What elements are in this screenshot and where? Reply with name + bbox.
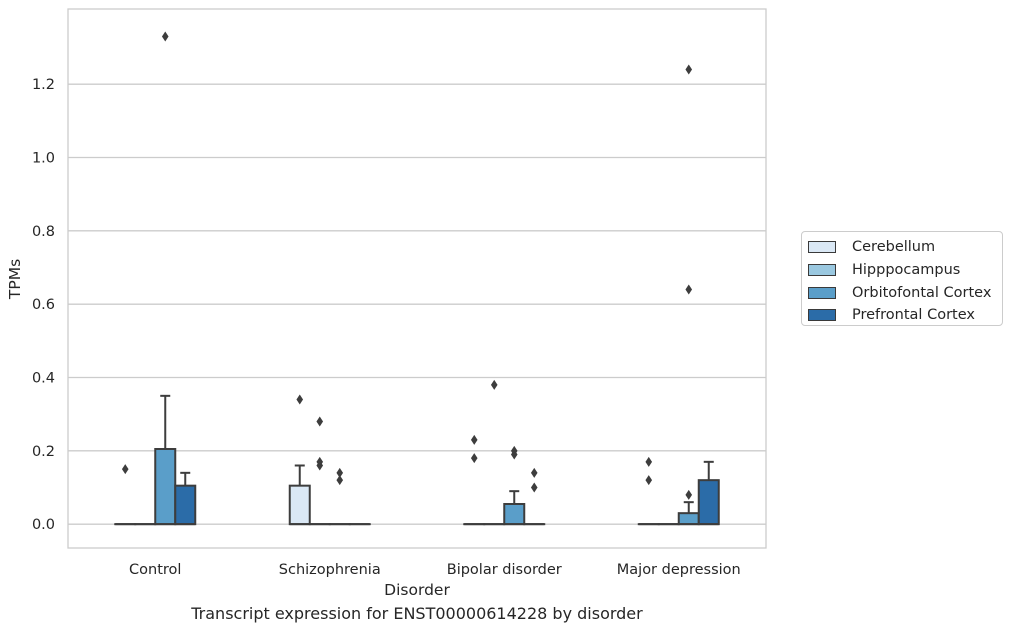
tick-layer: 0.0 0.2 0.4 0.6 0.8 1.0 1.2 Control Schizophreni… — [32, 77, 741, 578]
box — [677, 512, 700, 526]
outlier-point — [161, 31, 169, 42]
outlier-point — [685, 489, 693, 500]
legend-item: Hipppocampus — [808, 259, 1002, 282]
x-tick-label: Schizophrenia — [279, 562, 381, 578]
outlier-point — [316, 456, 324, 467]
y-tick-label: 0.4 — [32, 371, 55, 387]
outlier-point — [336, 467, 344, 478]
outlier-point — [645, 475, 653, 486]
outlier-point — [530, 467, 538, 478]
plot-frame — [67, 8, 767, 549]
box — [174, 484, 197, 526]
outlier-point — [336, 475, 344, 486]
y-tick-label: 0.0 — [32, 517, 55, 533]
x-tick-label: Bipolar disorder — [447, 562, 562, 578]
legend-swatch-orbitofrontal — [808, 286, 836, 299]
outlier-point — [685, 284, 693, 295]
outlier-point — [530, 482, 538, 493]
box — [503, 503, 526, 526]
legend-item: Orbitofontal Cortex — [808, 281, 1002, 304]
outlier-point — [470, 434, 478, 445]
x-axis-label: Disorder — [384, 581, 450, 599]
legend-label: Hipppocampus — [852, 262, 961, 279]
y-tick-label: 0.8 — [32, 224, 55, 240]
legend-item: Cerebellum — [808, 236, 1002, 259]
legend-swatch-prefrontal — [808, 309, 836, 322]
outlier-point — [121, 464, 129, 475]
box-layer — [114, 31, 720, 526]
outlier-point — [685, 64, 693, 75]
y-tick-label: 0.2 — [32, 444, 55, 460]
outlier-point — [470, 453, 478, 464]
legend-item: Prefrontal Cortex — [808, 304, 1002, 327]
grid-layer — [68, 83, 766, 525]
figure-caption: Transcript expression for ENST0000061422… — [191, 604, 643, 623]
x-tick-label: Major depression — [617, 562, 741, 578]
outlier-point — [490, 379, 498, 390]
outlier-point — [645, 456, 653, 467]
outlier-point — [296, 394, 304, 405]
y-tick-label: 0.6 — [32, 297, 55, 313]
legend-label: Prefrontal Cortex — [852, 307, 975, 324]
outlier-point — [510, 445, 518, 456]
x-tick-label: Control — [129, 562, 181, 578]
legend-label: Cerebellum — [852, 239, 936, 256]
outlier-point — [316, 416, 324, 427]
legend: Cerebellum Hipppocampus Orbitofontal Cor… — [801, 231, 1003, 326]
legend-label: Orbitofontal Cortex — [852, 284, 992, 301]
box — [697, 479, 720, 526]
legend-swatch-cerebellum — [808, 241, 836, 254]
box — [154, 448, 177, 526]
legend-swatch-hippocampus — [808, 264, 836, 277]
y-tick-label: 1.0 — [32, 151, 55, 167]
box — [288, 484, 311, 526]
y-axis-label: TPMs — [6, 259, 24, 300]
y-tick-label: 1.2 — [32, 77, 55, 93]
